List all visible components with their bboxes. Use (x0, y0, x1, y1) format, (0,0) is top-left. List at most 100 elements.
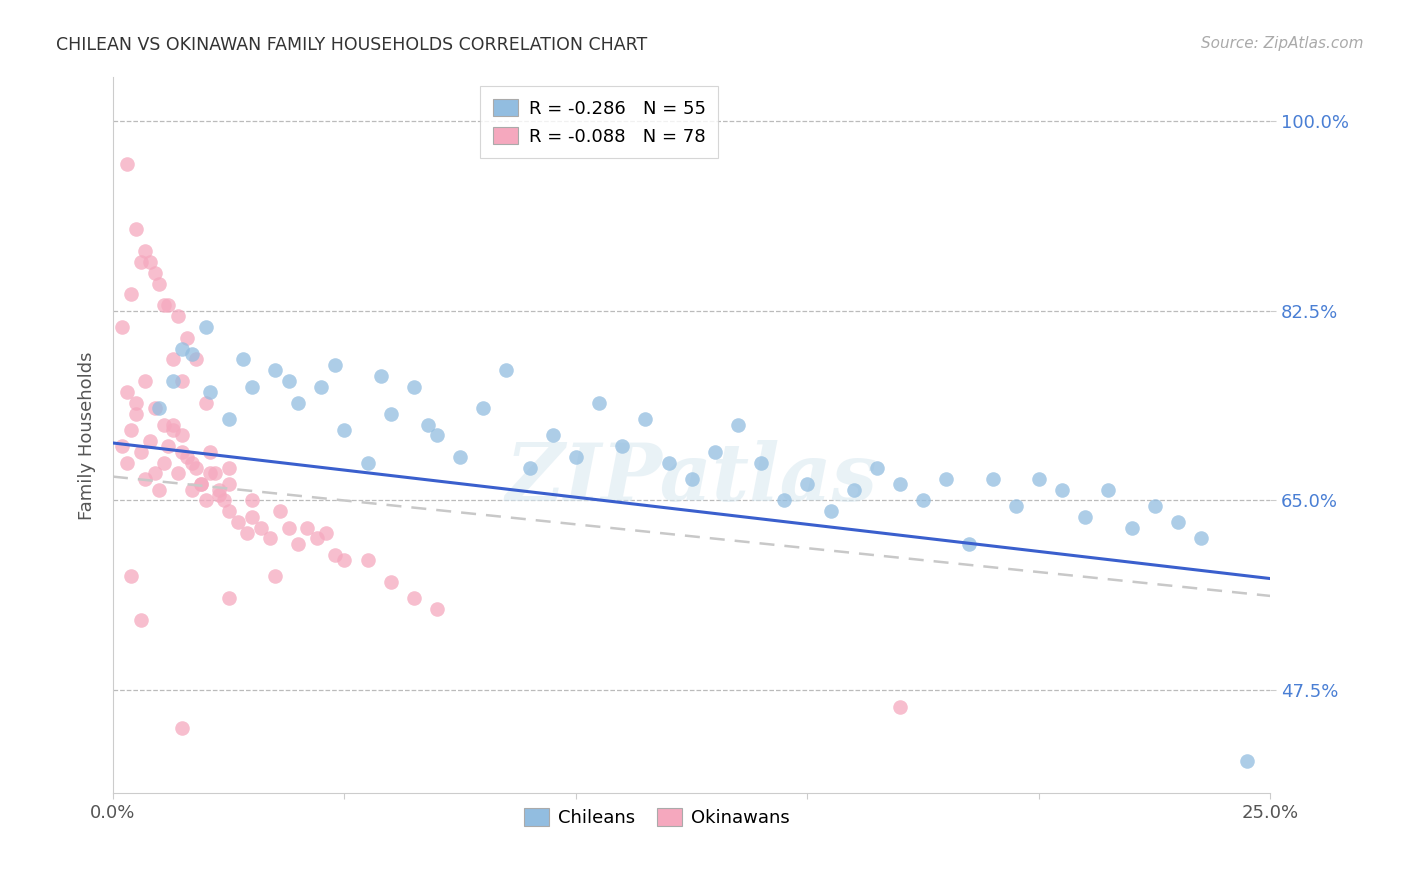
Point (416, 417, 439, 432)
Point (472, 401, 495, 416)
Point (172, 342, 194, 356)
Point (269, 504, 291, 518)
Point (727, 417, 749, 432)
Point (218, 461, 240, 475)
Point (657, 456, 679, 470)
Point (148, 483, 170, 497)
Point (172, 444, 194, 458)
Point (1028, 472, 1050, 486)
Point (153, 298, 176, 312)
Point (176, 450, 198, 464)
Point (129, 444, 152, 458)
Text: ZIPatlas: ZIPatlas (506, 440, 877, 517)
Point (125, 407, 148, 421)
Point (1004, 499, 1026, 513)
Point (226, 515, 249, 529)
Point (264, 363, 287, 377)
Point (120, 423, 142, 437)
Point (139, 434, 162, 448)
Text: CHILEAN VS OKINAWAN FAMILY HOUSEHOLDS CORRELATION CHART: CHILEAN VS OKINAWAN FAMILY HOUSEHOLDS CO… (56, 36, 648, 54)
Point (264, 569, 287, 583)
Point (120, 287, 142, 301)
Y-axis label: Family Households: Family Households (79, 351, 96, 520)
Point (129, 255, 152, 269)
Point (519, 461, 541, 475)
Point (333, 553, 356, 567)
Point (250, 520, 273, 534)
Point (1121, 520, 1143, 534)
Point (143, 401, 166, 416)
Point (186, 352, 208, 367)
Point (194, 396, 217, 410)
Point (166, 467, 188, 481)
Point (449, 450, 471, 464)
Point (111, 439, 134, 453)
Point (120, 569, 142, 583)
Point (565, 450, 588, 464)
Point (866, 461, 889, 475)
Point (1097, 483, 1119, 497)
Point (166, 309, 188, 323)
Point (773, 493, 796, 508)
Point (157, 298, 180, 312)
Point (356, 456, 378, 470)
Point (139, 255, 162, 269)
Point (305, 532, 328, 546)
Point (277, 374, 299, 388)
Point (162, 423, 184, 437)
Point (402, 591, 425, 606)
Point (143, 467, 166, 481)
Point (612, 439, 634, 453)
Point (889, 477, 911, 491)
Point (959, 537, 981, 551)
Point (218, 504, 240, 518)
Point (1167, 515, 1189, 529)
Point (194, 493, 217, 508)
Point (180, 483, 202, 497)
Point (198, 444, 221, 458)
Point (153, 417, 176, 432)
Point (889, 699, 911, 714)
Point (287, 537, 309, 551)
Point (115, 384, 138, 399)
Point (380, 574, 402, 589)
Point (190, 477, 212, 491)
Point (426, 602, 449, 616)
Point (162, 352, 184, 367)
Point (190, 477, 212, 491)
Point (162, 417, 184, 432)
Point (208, 488, 231, 502)
Point (236, 526, 259, 541)
Point (125, 396, 148, 410)
Point (287, 396, 309, 410)
Point (129, 613, 152, 627)
Point (796, 477, 818, 491)
Point (426, 428, 449, 442)
Point (143, 266, 166, 280)
Point (981, 472, 1004, 486)
Point (1236, 754, 1258, 768)
Point (125, 222, 148, 236)
Point (194, 320, 217, 334)
Point (1189, 532, 1212, 546)
Point (186, 461, 208, 475)
Point (935, 472, 957, 486)
Point (218, 477, 240, 491)
Point (218, 591, 240, 606)
Point (1050, 483, 1073, 497)
Point (204, 467, 226, 481)
Point (323, 358, 346, 372)
Point (323, 548, 346, 562)
Point (148, 401, 170, 416)
Point (495, 363, 517, 377)
Point (153, 456, 176, 470)
Point (1074, 509, 1097, 524)
Point (134, 374, 156, 388)
Point (115, 157, 138, 171)
Point (176, 331, 198, 345)
Point (240, 493, 263, 508)
Point (198, 384, 221, 399)
Point (259, 532, 281, 546)
Point (277, 520, 299, 534)
Point (172, 374, 194, 388)
